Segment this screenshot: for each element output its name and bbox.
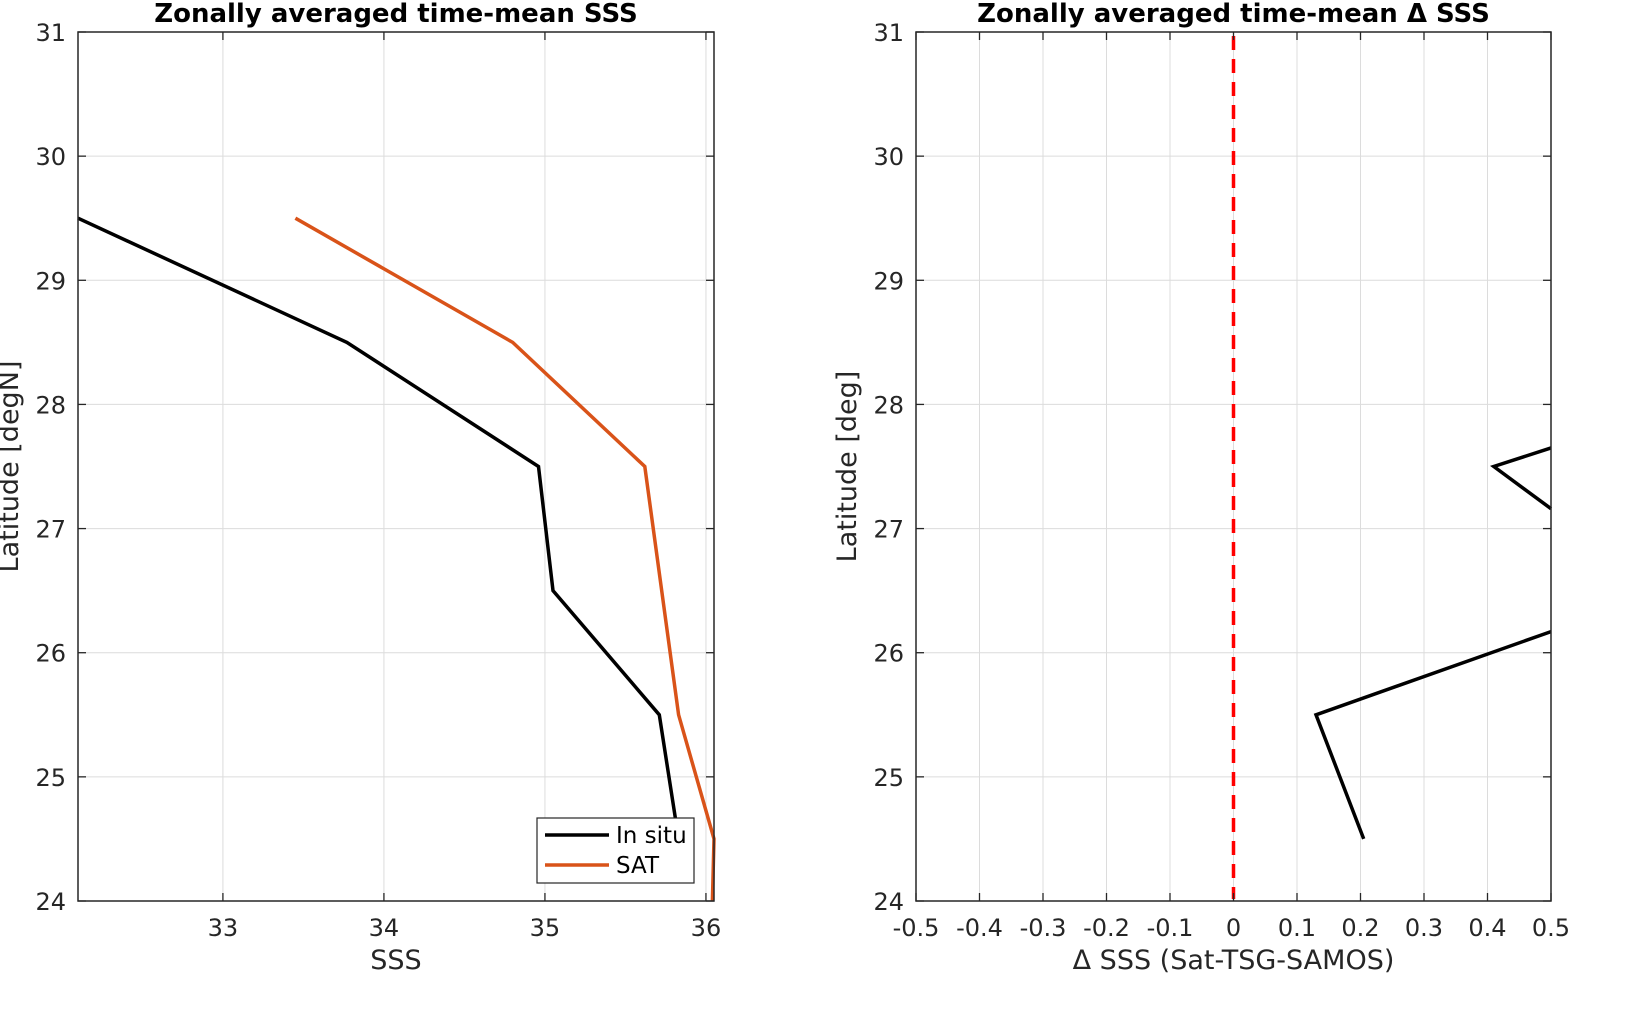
x-tick-label: 0 bbox=[1226, 914, 1241, 942]
x-tick-label: 0.5 bbox=[1532, 914, 1570, 942]
x-tick-label: -0.5 bbox=[893, 914, 940, 942]
y-tick-label: 28 bbox=[35, 391, 66, 419]
delta-grid bbox=[915, 31, 1552, 902]
y-tick-label: 24 bbox=[873, 888, 904, 916]
y-tick-label: 29 bbox=[35, 267, 66, 295]
legend-sat-label: SAT bbox=[616, 853, 660, 879]
legend-box bbox=[536, 817, 695, 884]
series-line-in-situ bbox=[77, 216, 681, 840]
y-tick-label: 26 bbox=[873, 640, 904, 668]
delta-sss-panel: -0.5 -0.4 -0.3 -0.2 -0.1 0 0.1 0.2 0.3 0.4 0.5 242… bbox=[832, 0, 1570, 976]
y-tick-label: 29 bbox=[873, 267, 904, 295]
delta-y-axis-label: Latitude [deg] bbox=[832, 371, 863, 563]
delta-x-tick-labels: -0.5 -0.4 -0.3 -0.2 -0.1 0 0.1 0.2 0.3 0.4 0.5 bbox=[893, 914, 1571, 942]
x-tick-label: 35 bbox=[530, 914, 561, 942]
x-tick-label: -0.2 bbox=[1083, 914, 1130, 942]
x-tick-label: 34 bbox=[369, 914, 400, 942]
x-tick-label: 0.3 bbox=[1405, 914, 1443, 942]
x-tick-label: 0.2 bbox=[1341, 914, 1379, 942]
y-tick-label: 25 bbox=[35, 764, 66, 792]
x-tick-label: 0.1 bbox=[1278, 914, 1316, 942]
x-tick-label: 0.4 bbox=[1468, 914, 1506, 942]
x-tick-label: -0.3 bbox=[1020, 914, 1067, 942]
delta-chart-title: Zonally averaged time-mean Δ SSS bbox=[977, 0, 1490, 29]
y-tick-label: 31 bbox=[873, 19, 904, 47]
y-tick-label: 27 bbox=[35, 516, 66, 544]
sss-x-tick-labels: 33 34 35 36 bbox=[208, 914, 722, 942]
y-tick-label: 30 bbox=[873, 143, 904, 171]
sss-ticks bbox=[78, 31, 714, 902]
y-tick-label: 24 bbox=[35, 888, 66, 916]
y-tick-label: 28 bbox=[873, 391, 904, 419]
sss-lines bbox=[77, 216, 716, 902]
legend-in-situ-label: In situ bbox=[616, 823, 687, 849]
delta-sss-line bbox=[1490, 446, 1553, 511]
series-line-sat bbox=[294, 216, 716, 902]
sss-y-tick-labels: 24 25 26 27 28 29 30 31 bbox=[35, 19, 66, 916]
sss-legend: In situ SAT bbox=[536, 817, 695, 884]
sss-axes-box bbox=[77, 31, 715, 902]
sss-panel: 33 34 35 36 24 25 26 27 28 29 30 31 Zonally averag… bbox=[0, 0, 721, 976]
x-tick-label: 33 bbox=[208, 914, 239, 942]
delta-y-tick-labels: 24 25 26 27 28 29 30 31 bbox=[873, 19, 904, 916]
delta-sss-line bbox=[1313, 629, 1552, 840]
y-tick-label: 30 bbox=[35, 143, 66, 171]
sss-x-axis-label: SSS bbox=[370, 945, 421, 976]
y-tick-label: 26 bbox=[35, 640, 66, 668]
sss-y-axis-label: Latitude [degN] bbox=[0, 361, 25, 573]
y-tick-label: 27 bbox=[873, 516, 904, 544]
delta-lines bbox=[1313, 446, 1553, 840]
x-tick-label: -0.4 bbox=[956, 914, 1003, 942]
sss-grid bbox=[78, 31, 714, 902]
y-tick-label: 31 bbox=[35, 19, 66, 47]
x-tick-label: 36 bbox=[691, 914, 722, 942]
delta-ticks bbox=[915, 31, 1552, 902]
x-tick-label: -0.1 bbox=[1147, 914, 1194, 942]
delta-x-axis-label: Δ SSS (Sat-TSG-SAMOS) bbox=[1073, 945, 1395, 976]
y-tick-label: 25 bbox=[873, 764, 904, 792]
sss-chart-title: Zonally averaged time-mean SSS bbox=[154, 0, 638, 29]
